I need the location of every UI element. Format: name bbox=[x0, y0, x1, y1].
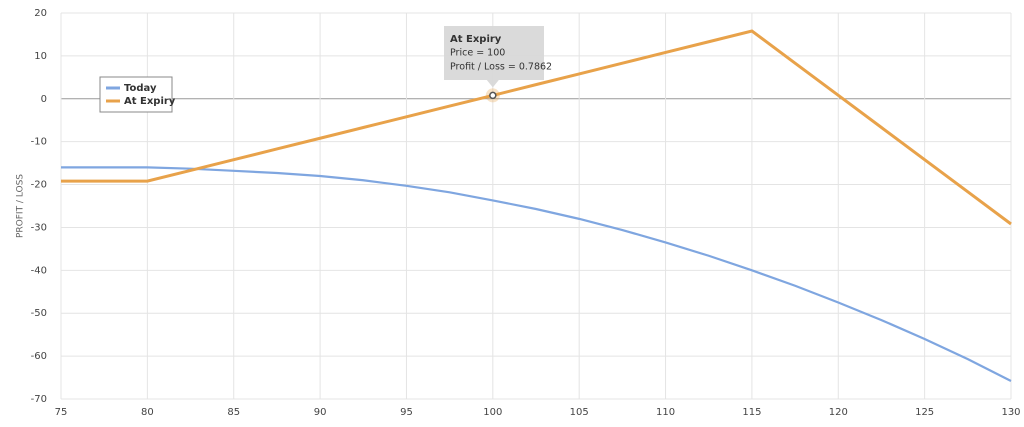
x-tick-label: 80 bbox=[141, 407, 154, 418]
y-tick-label: 10 bbox=[34, 51, 47, 62]
y-tick-label: -60 bbox=[31, 351, 47, 362]
y-tick-label: -10 bbox=[31, 137, 47, 148]
tooltip-box bbox=[444, 26, 544, 88]
x-tick-label: 85 bbox=[227, 407, 240, 418]
x-tick-label: 105 bbox=[570, 407, 589, 418]
series-line bbox=[61, 166, 1012, 382]
y-tick-label: 20 bbox=[34, 8, 47, 19]
x-tick-label: 120 bbox=[829, 407, 848, 418]
tooltip-line: Price = 100 bbox=[450, 48, 505, 59]
legend: Today At Expiry bbox=[99, 76, 176, 113]
hover-point bbox=[489, 91, 497, 100]
y-tick-label: -40 bbox=[31, 265, 47, 276]
x-tick-label: 75 bbox=[55, 407, 68, 418]
y-tick-label: 0 bbox=[41, 94, 47, 105]
x-tick-label: 90 bbox=[314, 407, 327, 418]
x-tick-label: 125 bbox=[915, 407, 934, 418]
x-tick-label: 130 bbox=[1001, 407, 1020, 418]
legend-label: At Expiry bbox=[124, 96, 176, 107]
legend-box bbox=[99, 76, 173, 113]
tooltip-line: Profit / Loss = 0.7862 bbox=[450, 62, 552, 73]
x-tick-label: 100 bbox=[483, 407, 502, 418]
tooltip: At Expiry Price = 100 Profit / Loss = 0.78… bbox=[444, 26, 552, 88]
y-tick-label: -70 bbox=[31, 394, 47, 405]
y-tick-label: -50 bbox=[31, 308, 47, 319]
series-line bbox=[61, 29, 1012, 226]
y-tick-label: -20 bbox=[31, 180, 47, 191]
x-tick-label: 95 bbox=[400, 407, 413, 418]
y-axis-title: PROFIT / LOSS bbox=[16, 174, 26, 238]
tooltip-title: At Expiry bbox=[450, 34, 502, 45]
legend-label: Today bbox=[124, 83, 157, 94]
y-tick-label: -30 bbox=[31, 222, 47, 233]
x-tick-label: 115 bbox=[742, 407, 761, 418]
x-tick-label: 110 bbox=[656, 407, 675, 418]
